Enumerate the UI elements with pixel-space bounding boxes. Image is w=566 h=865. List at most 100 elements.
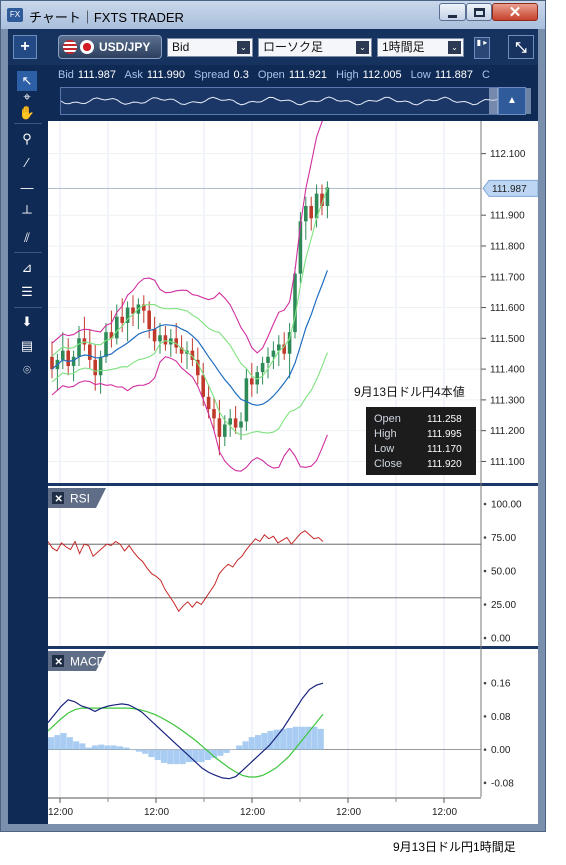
macd-histogram-bar — [154, 749, 161, 760]
macd-histogram-bar — [66, 737, 73, 750]
trend-line-icon[interactable]: ⁄ — [25, 155, 29, 170]
macd-histogram-bar — [160, 749, 167, 763]
candle-body — [223, 424, 227, 437]
maximize-icon — [474, 8, 485, 17]
candle-body — [88, 344, 92, 360]
price-tick-label: 111.300 — [490, 395, 525, 406]
close-price-label: C — [482, 69, 490, 81]
candle-body — [152, 329, 157, 342]
navigator-sparkline — [60, 96, 498, 106]
minimize-button[interactable] — [439, 3, 466, 21]
rsi-line — [48, 530, 324, 613]
chart-type-value: ローソク足 — [263, 40, 324, 54]
crosshair-cursor-icon[interactable]: ⌖ — [23, 89, 31, 104]
rsi-tick-label: 50.00 — [491, 567, 516, 578]
candle-body — [179, 347, 184, 354]
macd-tick-label: 0.00 — [491, 745, 511, 756]
macd-tick-label: -0.08 — [491, 778, 514, 789]
figure-caption: 9月13日ドル円1時間足 — [393, 840, 516, 854]
vertical-line-icon[interactable]: ┴ — [22, 205, 32, 220]
high-label: High — [336, 69, 359, 81]
ask-label: Ask — [124, 69, 143, 81]
candle-body — [266, 356, 270, 363]
macd-histogram-bar — [192, 749, 199, 763]
download-icon[interactable]: ⬇ — [21, 314, 33, 329]
candle-body — [196, 359, 200, 376]
high-value: 112.005 — [362, 69, 402, 81]
bollinger-upper-1-line — [51, 187, 328, 380]
rsi-tick — [483, 603, 487, 606]
pin-marker-icon[interactable]: ⚲ — [22, 131, 32, 146]
macd-histogram-bar — [98, 744, 105, 750]
candle-body — [93, 359, 97, 376]
candle-body — [147, 310, 151, 330]
maximize-button[interactable] — [466, 3, 492, 21]
navigator-line — [60, 96, 498, 106]
ohlc-value: 111.995 — [427, 429, 462, 440]
fibonacci-retracement-icon[interactable]: ☰ — [21, 284, 33, 299]
window-title: チャート｜FXTS TRADER — [29, 10, 184, 25]
close-icon: ✕ — [508, 4, 522, 21]
chart-navigator[interactable] — [60, 87, 531, 115]
price-tick-label: 111.800 — [490, 241, 525, 252]
candle-body — [271, 350, 276, 357]
scroll-right-button[interactable]: ▮ ▸ — [474, 37, 490, 59]
close-button[interactable]: ✕ — [492, 3, 538, 21]
rsi-close-button — [52, 492, 64, 504]
macd-histogram-bar — [267, 730, 274, 750]
title-bar[interactable]: FX チャート｜FXTS TRADER ✕ — [1, 1, 545, 29]
chart-area[interactable]: 112.100 111.900 111.800 111.700 111.600 111.5… — [48, 121, 538, 824]
candle-body — [201, 375, 205, 397]
undock-icon[interactable]: ⤡ — [508, 35, 534, 59]
add-chart-button[interactable]: + — [13, 35, 37, 59]
chart-type-select[interactable]: ローソク足 ⌄ — [258, 38, 372, 57]
candle-body — [163, 335, 168, 345]
macd-label: MACD — [70, 655, 106, 669]
price-tick-label: 111.900 — [490, 211, 525, 222]
macd-tick — [483, 781, 487, 785]
camera-icon[interactable]: ⌾ — [23, 362, 31, 377]
symbol-label: USD/JPY — [99, 40, 151, 54]
candle-body — [282, 344, 286, 354]
time-tick-label: 12:00 — [144, 807, 169, 818]
candle-body — [174, 338, 178, 348]
toolbar-separator — [14, 123, 42, 124]
rsi-tick-label: 75.00 — [491, 533, 516, 544]
hand-pan-icon[interactable]: ✋ — [18, 105, 36, 120]
timeframe-select[interactable]: 1時間足 ⌄ — [377, 38, 464, 57]
ohlc-label: Low — [374, 443, 394, 455]
macd-histogram-bar — [280, 728, 287, 750]
macd-histogram-bar — [73, 741, 80, 750]
time-tick-label: 12:00 — [432, 807, 457, 818]
time-tick-label: 12:00 — [240, 807, 265, 818]
price-type-select[interactable]: Bid ⌄ — [167, 38, 253, 57]
cursor-arrow-icon[interactable]: ↖ — [17, 71, 37, 91]
fibonacci-fan-icon[interactable]: ⊿ — [21, 260, 33, 275]
data-window-icon[interactable]: ▤ — [20, 338, 34, 353]
drawing-toolbar: ↖ ⌖ ✋ ⚲ ⁄ — ┴ ⫽ ⊿ ☰ ⬇ ▤ ⌾ — [8, 69, 48, 824]
candle-body — [109, 332, 114, 339]
parallel-lines-icon[interactable]: ⫽ — [24, 230, 30, 245]
macd-histogram-bar — [179, 749, 186, 765]
rsi-tick — [483, 502, 487, 506]
low-value: 111.887 — [434, 69, 473, 81]
candle-body — [228, 418, 232, 425]
macd-histogram-bar — [211, 749, 218, 758]
navigator-expand-button[interactable]: ▲ — [498, 87, 526, 115]
chart-canvas[interactable]: 112.100 111.900 111.800 111.700 111.600 111.5… — [48, 121, 538, 824]
macd-histogram-bar — [229, 749, 236, 751]
macd-histogram-bar — [242, 741, 249, 750]
macd-histogram-bar — [298, 726, 305, 750]
horizontal-line-icon[interactable]: — — [20, 180, 34, 195]
macd-histogram-bar — [48, 737, 55, 750]
price-tick-label: 111.700 — [490, 272, 525, 283]
rsi-tick — [483, 536, 487, 539]
macd-histogram-bar — [167, 749, 174, 765]
macd-histogram-bar — [60, 733, 67, 750]
candle-body — [142, 304, 146, 311]
candle-body — [233, 418, 238, 428]
symbol-button[interactable]: USD/JPY — [58, 35, 162, 59]
rsi-tick — [483, 569, 487, 573]
macd-close-button — [52, 655, 64, 667]
macd-tick — [483, 681, 487, 685]
